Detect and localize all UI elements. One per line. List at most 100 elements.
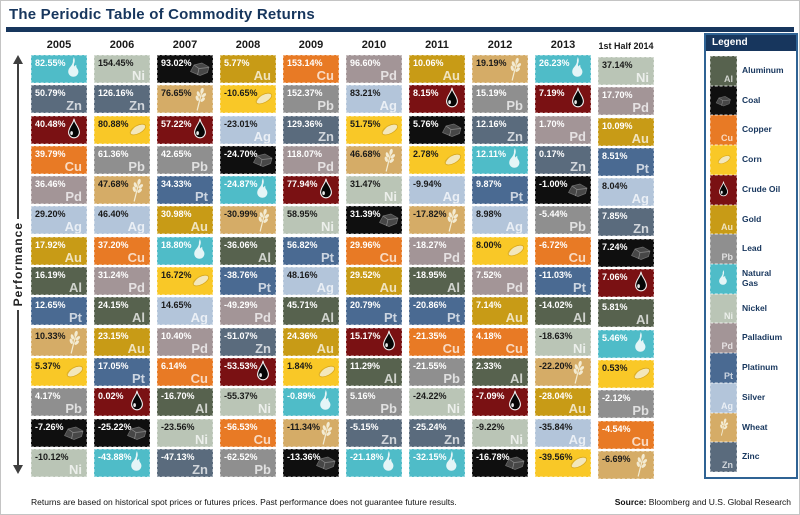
element-symbol: Zn <box>722 460 733 471</box>
return-cell-nickel: -10.12% Ni <box>31 448 87 477</box>
coal-icon <box>63 421 85 445</box>
return-value: -20.86% <box>413 300 447 311</box>
return-cell-coal: 93.02% <box>157 55 213 83</box>
return-cell-natural_gas: -21.18% <box>346 448 402 477</box>
return-value: 7.06% <box>602 272 628 283</box>
element-symbol: Al <box>69 280 82 296</box>
wheat-icon <box>567 360 589 384</box>
element-symbol: Ni <box>384 189 397 205</box>
return-value: 15.19% <box>476 88 507 99</box>
element-symbol: Al <box>195 401 208 417</box>
return-value: -43.88% <box>98 451 132 462</box>
return-value: -16.78% <box>476 451 510 462</box>
return-cell-wheat: 76.65% <box>157 85 213 114</box>
legend-item-crude_oil: Crude Oil <box>710 174 793 205</box>
arrow-up-icon <box>13 55 23 64</box>
element-symbol: Cu <box>568 249 586 265</box>
element-symbol: Pd <box>191 340 208 356</box>
return-value: 2.33% <box>476 360 502 371</box>
element-symbol: Pb <box>721 252 733 263</box>
element-symbol: Zn <box>192 461 208 477</box>
return-cell-corn: -10.65% <box>220 85 276 114</box>
return-cell-aluminum: 2.33% Al <box>472 357 528 386</box>
return-cell-palladium: 7.52% Pd <box>472 267 528 296</box>
return-cell-gold: 29.52% Au <box>346 267 402 296</box>
element-symbol: Ag <box>631 191 649 207</box>
return-value: -6.69% <box>602 453 631 464</box>
element-symbol: Cu <box>316 68 334 83</box>
legend-item-aluminum: Al Aluminum <box>710 56 793 86</box>
return-cell-zinc: -51.07% Zn <box>220 327 276 356</box>
return-cell-aluminum: -16.70% Al <box>157 388 213 417</box>
element-symbol: Ni <box>195 431 208 447</box>
return-cell-nickel: 154.45% Ni <box>94 55 150 83</box>
legend-label: Natural Gas <box>742 268 772 288</box>
return-value: 76.65% <box>161 88 192 99</box>
return-value: 24.36% <box>287 330 318 341</box>
return-cell-crude_oil: -53.53% <box>220 357 276 386</box>
return-value: 0.53% <box>602 362 628 373</box>
element-symbol: Ag <box>253 128 271 144</box>
year-column: 2010 96.60% Pd 83.21% Ag 51.75% 46.68% 31.47% Ni… <box>346 39 402 481</box>
return-cell-wheat: -17.82% <box>409 206 465 235</box>
element-symbol: Ni <box>573 340 586 356</box>
return-cell-silver: 29.20% Ag <box>31 206 87 235</box>
element-symbol: Pd <box>443 249 460 265</box>
return-value: 118.07% <box>287 148 323 159</box>
element-symbol: Pb <box>317 98 334 114</box>
return-value: 47.68% <box>98 179 129 190</box>
year-column: 2012 19.19% 15.19% Pb 12.16% Zn 12.11% 9.87% Pt 8… <box>472 39 528 481</box>
return-value: 19.19% <box>476 58 507 68</box>
return-cell-natural_gas: 18.80% <box>157 236 213 265</box>
return-value: 10.33% <box>35 330 66 341</box>
element-symbol: Cu <box>64 158 82 174</box>
coal-icon <box>378 208 400 232</box>
return-cell-platinum: -38.76% Pt <box>220 267 276 296</box>
return-cell-copper: -21.35% Cu <box>409 327 465 356</box>
return-value: 7.14% <box>476 300 502 311</box>
corn-icon <box>630 362 652 386</box>
element-symbol: Pt <box>510 189 523 205</box>
return-value: 29.20% <box>35 209 66 220</box>
legend-label: Lead <box>742 243 762 254</box>
element-symbol: Pb <box>506 98 523 114</box>
legend-label: Aluminum <box>742 64 784 75</box>
return-value: -56.53% <box>224 421 258 432</box>
return-value: 5.77% <box>224 58 250 68</box>
return-cell-platinum: 20.79% Pt <box>346 297 402 326</box>
element-symbol: Au <box>316 340 334 356</box>
flame-icon <box>567 57 589 81</box>
return-value: 0.02% <box>98 391 124 402</box>
return-cell-palladium: 17.70% Pd <box>598 87 654 116</box>
return-value: -9.22% <box>476 421 505 432</box>
return-value: 50.79% <box>35 88 66 99</box>
return-value: -4.54% <box>602 423 631 434</box>
return-cell-natural_gas: -24.87% <box>220 176 276 205</box>
corn-icon <box>315 360 337 384</box>
return-cell-crude_oil: 40.48% <box>31 115 87 144</box>
return-value: 7.19% <box>539 88 565 99</box>
return-cell-zinc: -5.15% Zn <box>346 418 402 447</box>
return-value: 4.17% <box>35 391 61 402</box>
return-cell-copper: 4.18% Cu <box>472 327 528 356</box>
return-value: 30.98% <box>161 209 192 220</box>
return-cell-aluminum: 16.19% Al <box>31 267 87 296</box>
return-cell-coal: -25.22% <box>94 418 150 447</box>
coal-icon <box>630 241 652 265</box>
return-value: -25.22% <box>98 421 132 432</box>
returns-grid: 2005 82.55% 50.79% Zn 40.48% 39.79% Cu 36.46% Pd… <box>31 39 654 481</box>
return-cell-crude_oil: 0.02% <box>94 388 150 417</box>
legend-label: Gold <box>742 213 762 224</box>
return-cell-lead: 42.65% Pb <box>157 145 213 174</box>
return-cell-silver: 8.98% Ag <box>472 206 528 235</box>
element-symbol: Ag <box>127 219 145 235</box>
return-cell-zinc: 126.16% Zn <box>94 85 150 114</box>
element-symbol: Al <box>573 310 586 326</box>
element-symbol: Pd <box>721 341 733 352</box>
return-cell-aluminum: 5.81% Al <box>598 299 654 328</box>
element-symbol: Pt <box>69 310 82 326</box>
coal-icon <box>715 92 732 110</box>
return-value: 8.00% <box>476 239 502 250</box>
element-symbol: Ni <box>724 311 733 322</box>
